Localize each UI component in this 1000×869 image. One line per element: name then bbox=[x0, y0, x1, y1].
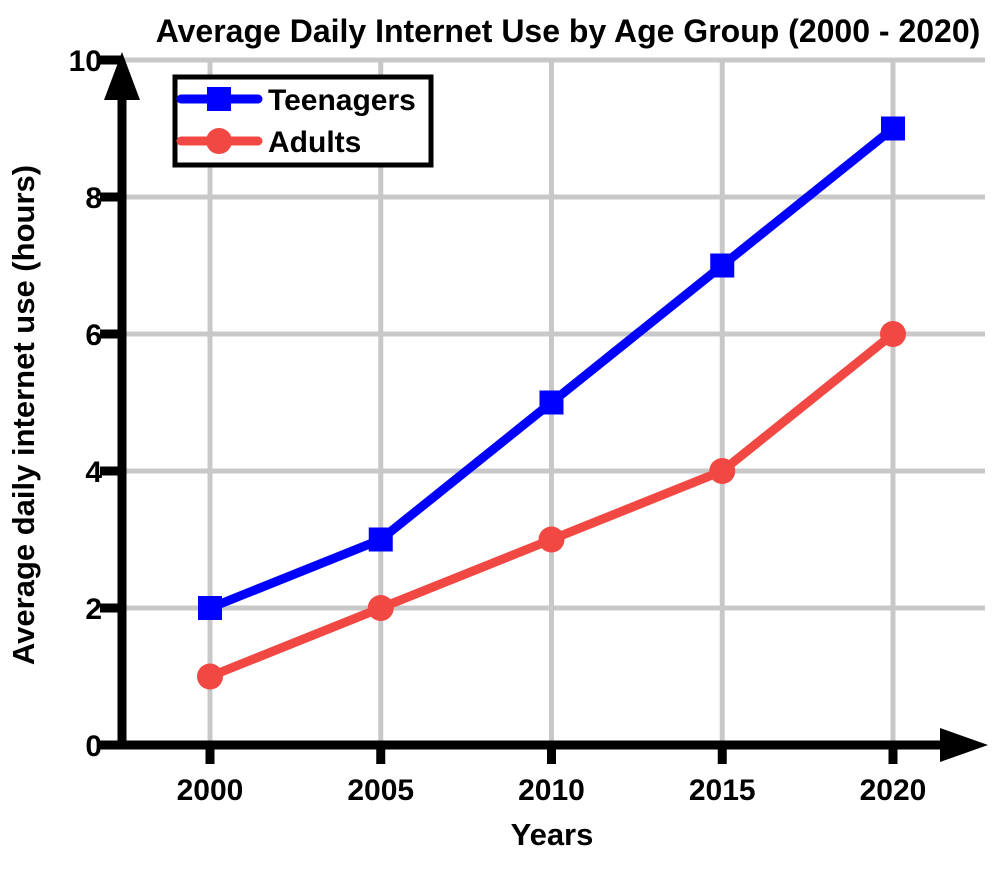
x-tick-label: 2020 bbox=[860, 774, 927, 807]
legend-label-adults: Adults bbox=[268, 126, 361, 159]
x-tick-label: 2005 bbox=[347, 774, 414, 807]
marker-teenagers-2000 bbox=[198, 596, 222, 620]
marker-teenagers-2010 bbox=[539, 390, 564, 415]
y-tick-label: 0 bbox=[85, 730, 102, 763]
gridlines bbox=[122, 57, 985, 745]
marker-adults-2005 bbox=[367, 595, 394, 621]
legend-marker-adults-icon bbox=[206, 128, 232, 154]
y-tick-label: 10 bbox=[69, 45, 102, 78]
axes bbox=[104, 52, 988, 762]
y-tick-label: 2 bbox=[85, 593, 102, 626]
legend-marker-teenagers-icon bbox=[207, 87, 231, 111]
marker-adults-2010 bbox=[538, 526, 565, 553]
y-axis-label: Average daily internet use (hours) bbox=[6, 165, 41, 665]
y-tick-label: 4 bbox=[85, 456, 102, 489]
marker-adults-2000 bbox=[197, 663, 223, 690]
legend-label-teenagers: Teenagers bbox=[268, 84, 416, 117]
marker-teenagers-2020 bbox=[881, 116, 905, 141]
tick-marks bbox=[100, 55, 898, 764]
marker-teenagers-2015 bbox=[710, 253, 735, 278]
y-axis-arrow-icon bbox=[104, 52, 140, 100]
y-tick-label: 6 bbox=[85, 319, 102, 352]
marker-teenagers-2005 bbox=[368, 527, 393, 552]
x-tick-label: 2010 bbox=[518, 774, 585, 807]
data-series bbox=[197, 116, 906, 690]
x-tick-label: 2015 bbox=[689, 774, 756, 807]
x-axis-label: Years bbox=[511, 817, 594, 852]
marker-adults-2020 bbox=[880, 321, 906, 347]
x-axis-arrow-icon bbox=[940, 728, 988, 762]
tick-labels: 2000 2005 2010 2015 2020 0 2 4 6 8 10 bbox=[69, 45, 927, 807]
marker-adults-2015 bbox=[709, 458, 736, 484]
y-tick-label: 8 bbox=[85, 182, 102, 215]
chart-title: Average Daily Internet Use by Age Group … bbox=[156, 13, 981, 49]
x-tick-label: 2000 bbox=[177, 774, 244, 807]
legend: Teenagers Adults bbox=[172, 74, 434, 168]
